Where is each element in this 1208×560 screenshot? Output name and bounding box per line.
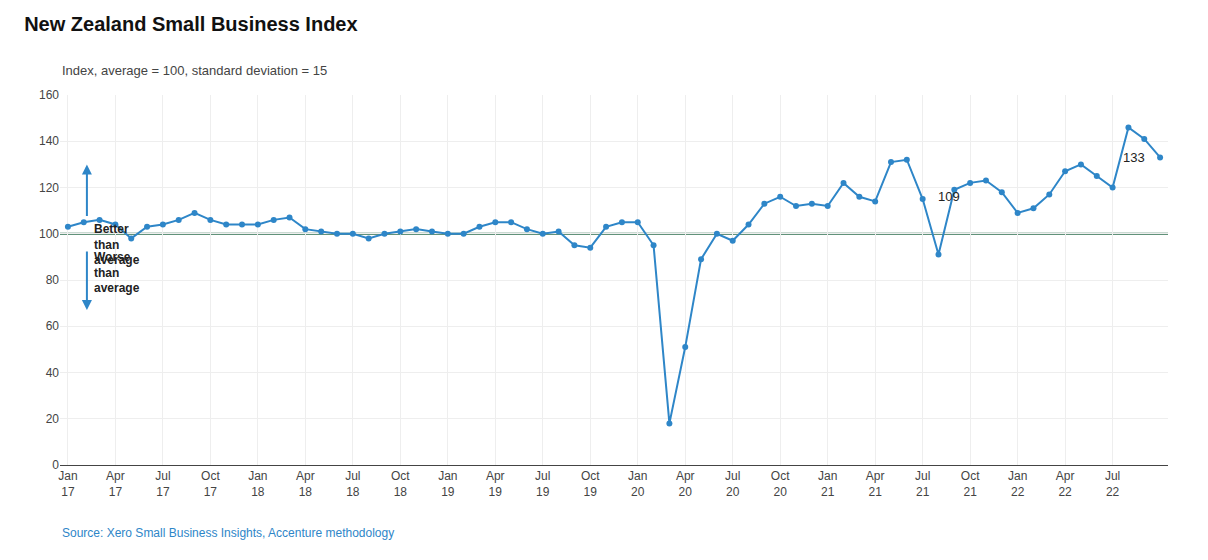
- svg-text:Jan17: Jan17: [58, 469, 77, 499]
- svg-text:Jul18: Jul18: [345, 469, 360, 499]
- svg-text:Jan22: Jan22: [1008, 469, 1027, 499]
- svg-text:Apr18: Apr18: [296, 469, 315, 499]
- svg-text:140: 140: [39, 134, 59, 148]
- svg-text:60: 60: [46, 319, 60, 333]
- svg-text:Worsethanaverage: Worsethanaverage: [94, 250, 140, 295]
- svg-text:New Zealand Small Business Ind: New Zealand Small Business Index: [24, 13, 357, 35]
- svg-text:Source: Xero Small Business In: Source: Xero Small Business Insights, Ac…: [62, 526, 394, 540]
- svg-text:Apr20: Apr20: [676, 469, 695, 499]
- svg-text:160: 160: [39, 88, 59, 102]
- svg-text:Index, average = 100, standard: Index, average = 100, standard deviation…: [62, 63, 327, 78]
- svg-text:Oct18: Oct18: [391, 469, 410, 499]
- svg-text:120: 120: [39, 181, 59, 195]
- svg-text:Jul22: Jul22: [1105, 469, 1120, 499]
- svg-text:Apr21: Apr21: [866, 469, 885, 499]
- svg-text:Apr22: Apr22: [1056, 469, 1075, 499]
- svg-text:Jul21: Jul21: [915, 469, 930, 499]
- svg-text:Oct21: Oct21: [961, 469, 980, 499]
- svg-text:Oct17: Oct17: [201, 469, 220, 499]
- svg-text:133: 133: [1123, 150, 1145, 165]
- svg-text:Oct19: Oct19: [581, 469, 600, 499]
- svg-text:Jan18: Jan18: [248, 469, 267, 499]
- svg-text:20: 20: [46, 412, 60, 426]
- svg-text:Apr17: Apr17: [106, 469, 125, 499]
- svg-text:109: 109: [938, 189, 960, 204]
- svg-text:Jan20: Jan20: [628, 469, 647, 499]
- svg-text:Jan19: Jan19: [438, 469, 457, 499]
- svg-text:100: 100: [39, 227, 59, 241]
- svg-text:Jul20: Jul20: [725, 469, 740, 499]
- svg-text:Jul19: Jul19: [535, 469, 550, 499]
- svg-text:0: 0: [52, 458, 59, 472]
- svg-text:Jan21: Jan21: [818, 469, 837, 499]
- svg-text:80: 80: [46, 273, 60, 287]
- svg-text:Betterthanaverage: Betterthanaverage: [94, 222, 140, 267]
- svg-text:Jul17: Jul17: [155, 469, 170, 499]
- svg-text:Apr19: Apr19: [486, 469, 505, 499]
- svg-text:40: 40: [46, 366, 60, 380]
- svg-text:Oct20: Oct20: [771, 469, 790, 499]
